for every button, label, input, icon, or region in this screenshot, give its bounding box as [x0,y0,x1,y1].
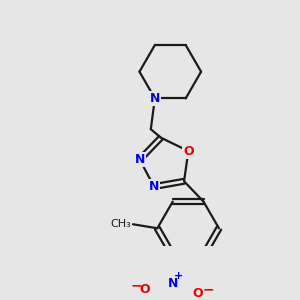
Text: N: N [149,180,159,193]
Text: −: − [202,282,214,296]
Text: CH₃: CH₃ [111,219,131,229]
Text: O: O [193,286,203,300]
Text: N: N [134,153,145,166]
Text: N: N [150,92,160,105]
Text: −: − [130,279,142,293]
Text: N: N [167,277,178,290]
Text: O: O [139,283,150,296]
Text: O: O [183,145,194,158]
Text: +: + [174,271,183,281]
